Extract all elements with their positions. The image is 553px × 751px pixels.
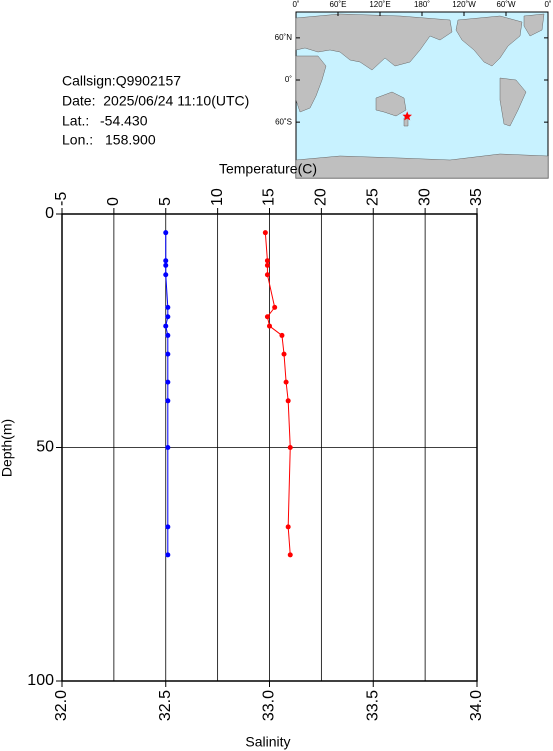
profile-point: [281, 351, 287, 357]
map-lon-label: 120˚E: [369, 0, 390, 9]
map-lon-label: 0˚: [292, 0, 299, 9]
info-block: Callsign:Q9902157 Date: 2025/06/24 11:10…: [62, 73, 249, 148]
profile-point: [279, 332, 285, 338]
x2-tick-label: 15: [261, 188, 278, 206]
x2-tick-label: 30: [416, 188, 433, 206]
lon-value: 158.900: [105, 132, 156, 148]
y-tick-label: 100: [27, 672, 54, 689]
profile-point: [165, 398, 171, 404]
map-lon-label: 60˚W: [496, 0, 516, 9]
profile-point: [165, 351, 171, 357]
profile-point: [163, 262, 169, 268]
profile-point: [163, 272, 169, 278]
profile-point: [264, 262, 270, 268]
land: [295, 13, 549, 179]
x2-tick-label: 20: [313, 188, 330, 206]
lat-label: Lat.:: [62, 113, 89, 129]
y-tick-label: 0: [45, 205, 54, 222]
x-tick-label: 32.5: [157, 690, 174, 721]
x2-tick-label: 10: [209, 188, 226, 206]
profile-point: [165, 332, 171, 338]
profile-point: [163, 230, 169, 236]
x-tick-label: 33.0: [261, 690, 278, 721]
x2-tick-label: 25: [364, 188, 381, 206]
x-axis-title: Salinity: [245, 734, 290, 750]
profile-point: [163, 323, 169, 329]
date: Date: 2025/06/24 11:10(UTC): [62, 93, 249, 109]
map-lon-label: 180˚: [414, 0, 430, 9]
x-tick-label: 34.0: [468, 690, 485, 721]
y-axis-title: Depth(m): [0, 419, 15, 477]
profile-point: [165, 445, 171, 450]
x2-axis-title: Temperature(C): [219, 161, 317, 177]
profile-point: [283, 379, 289, 385]
profile-point: [165, 524, 171, 530]
x2-tick-label: 35: [468, 188, 485, 206]
profile-point: [287, 445, 293, 450]
profile-point: [264, 272, 270, 278]
callsign: Callsign:Q9902157: [62, 73, 181, 89]
profile-point: [165, 552, 171, 558]
map: [295, 11, 549, 179]
y-tick-label: 50: [36, 439, 54, 456]
map-lon-label: 120˚W: [452, 0, 476, 9]
profile-point: [285, 398, 291, 404]
profile-point: [267, 323, 272, 329]
profile-point: [272, 304, 278, 310]
x2-tick-label: 0: [105, 197, 122, 206]
map-lon-label: 60˚E: [330, 0, 347, 9]
profile-point: [264, 314, 270, 320]
map-lon-label: 0˚: [544, 0, 551, 9]
lat-value: -54.430: [100, 113, 148, 129]
x-tick-label: 33.5: [364, 690, 381, 721]
float-position: [402, 111, 412, 121]
profile-point: [163, 258, 169, 264]
map-lat-label: 0˚: [285, 75, 292, 84]
profile-point: [264, 258, 270, 264]
profile-line: [264, 232, 291, 555]
profile-point: [165, 314, 171, 320]
lon-label: Lon.:: [62, 132, 93, 148]
map-lat-label: 60˚S: [275, 117, 292, 126]
map-lat-label: 60˚N: [275, 33, 293, 42]
profile-point: [287, 552, 293, 558]
profile-point: [262, 230, 268, 236]
x2-tick-label: -5: [53, 192, 70, 206]
x-tick-label: 32.0: [53, 690, 70, 721]
profile-point: [165, 304, 171, 310]
profile-point: [165, 379, 171, 385]
profile-point: [285, 524, 291, 530]
x2-tick-label: 5: [157, 197, 174, 206]
